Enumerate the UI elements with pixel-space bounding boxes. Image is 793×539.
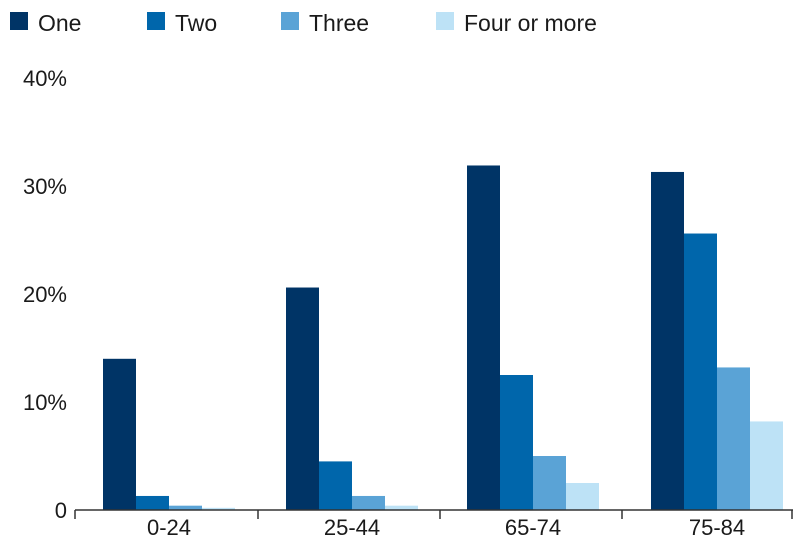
legend-swatch-four-or-more — [436, 12, 454, 30]
bar-65-74-three — [533, 456, 566, 510]
bar-75-84-two — [684, 233, 717, 510]
chart-bars — [103, 165, 783, 511]
y-tick-label-30: 30% — [23, 174, 67, 199]
y-tick-label-0: 0 — [55, 498, 67, 523]
bar-75-84-one — [651, 171, 684, 510]
x-tick-label-25-44: 25-44 — [324, 515, 380, 539]
bar-0-24-three — [169, 505, 202, 510]
y-axis-tick-labels: 0 10% 20% 30% 40% — [23, 66, 67, 523]
legend-label-three: Three — [309, 10, 369, 36]
bar-25-44-four-or-more — [385, 505, 418, 510]
bar-0-24-four-or-more — [202, 507, 235, 510]
bar-0-24-one — [103, 358, 136, 510]
bar-75-84-four-or-more — [750, 421, 783, 510]
x-tick-label-65-74: 65-74 — [505, 515, 561, 539]
bar-25-44-one — [286, 287, 319, 510]
y-tick-label-40: 40% — [23, 66, 67, 91]
bar-65-74-four-or-more — [566, 483, 599, 510]
legend-swatch-one — [10, 12, 28, 30]
y-tick-label-10: 10% — [23, 390, 67, 415]
bar-25-44-two — [319, 461, 352, 510]
chart-legend: One Two Three Four or more — [10, 10, 597, 36]
legend-label-one: One — [38, 10, 81, 36]
x-axis: 0-24 25-44 65-74 75-84 — [74, 509, 793, 539]
legend-swatch-three — [281, 12, 299, 30]
bar-65-74-two — [500, 375, 533, 510]
legend-swatch-two — [147, 12, 165, 30]
bar-75-84-three — [717, 367, 750, 510]
x-tick-label-75-84: 75-84 — [689, 515, 745, 539]
legend-label-four-or-more: Four or more — [464, 10, 597, 36]
bar-65-74-one — [467, 165, 500, 511]
bar-25-44-three — [352, 495, 385, 510]
legend-label-two: Two — [175, 10, 217, 36]
bar-0-24-two — [136, 495, 169, 510]
y-tick-label-20: 20% — [23, 282, 67, 307]
x-tick-label-0-24: 0-24 — [147, 515, 191, 539]
